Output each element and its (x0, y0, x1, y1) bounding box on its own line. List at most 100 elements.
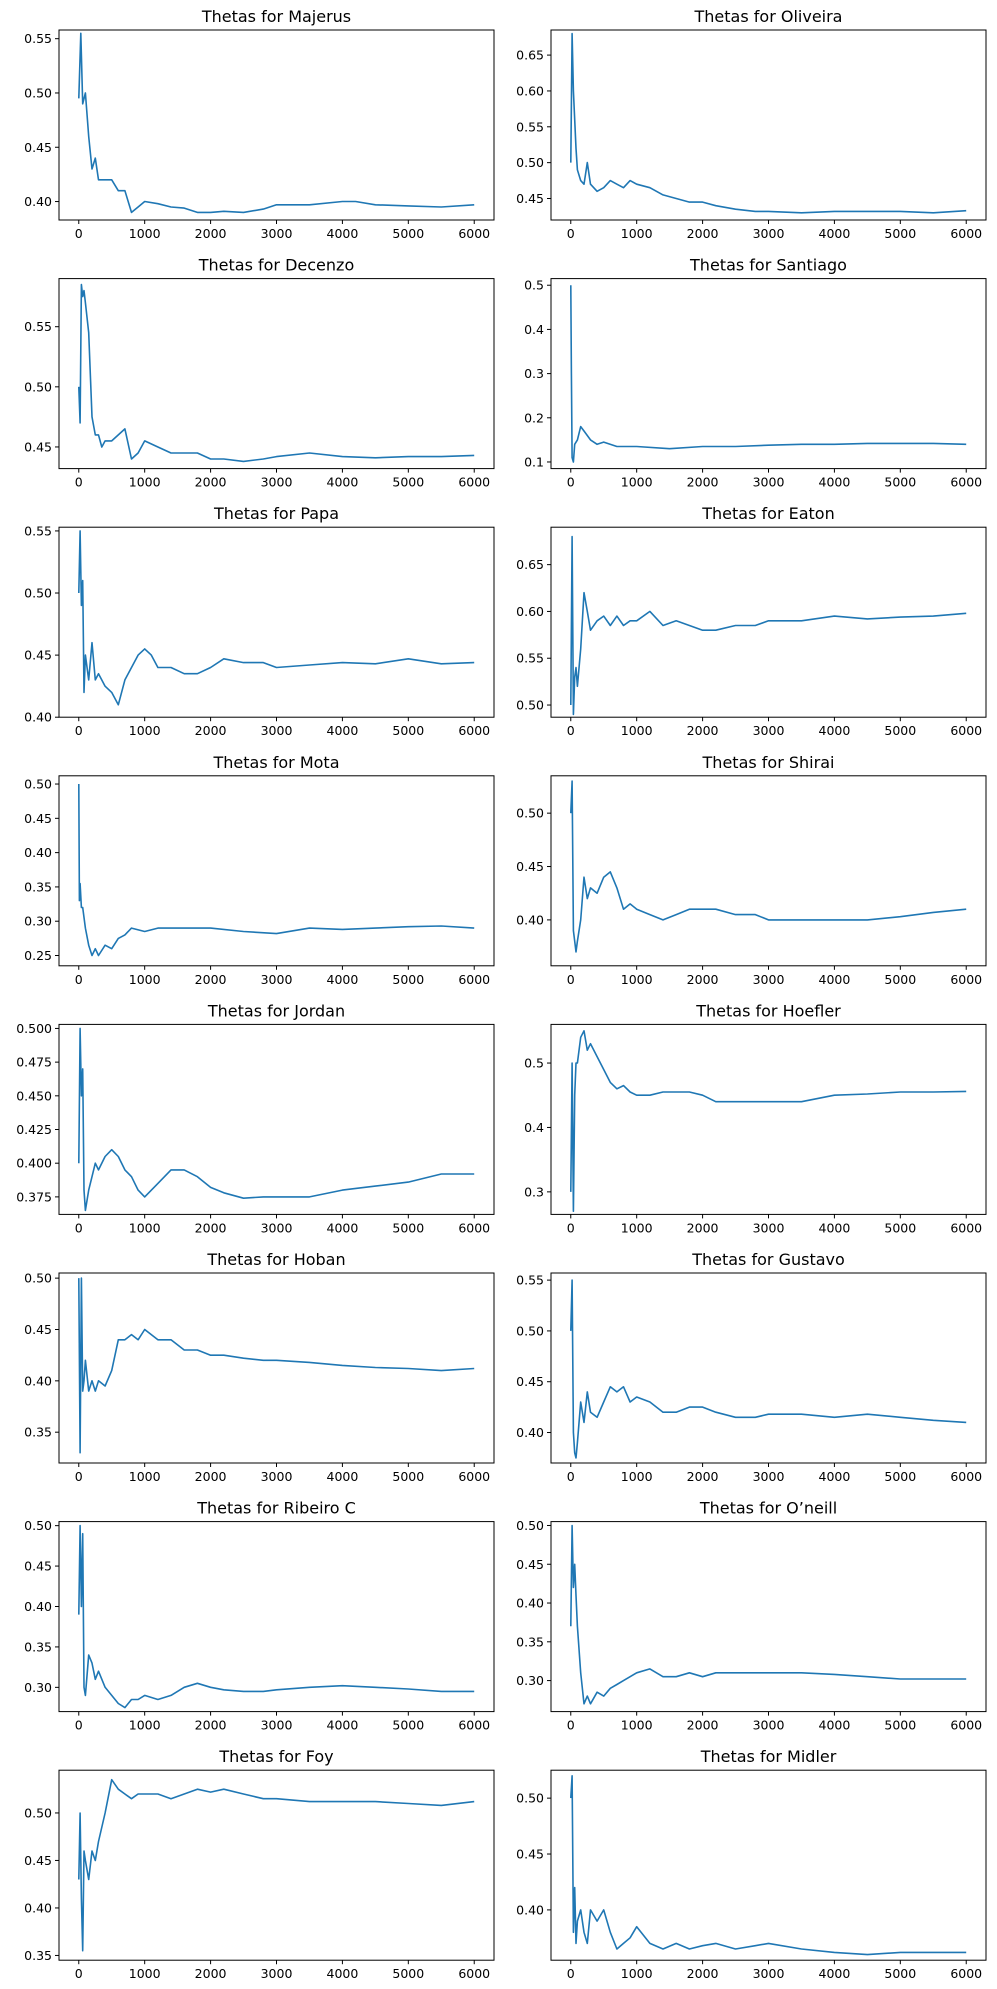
y-tick-label: 0.35 (516, 1634, 544, 1649)
x-tick-label: 1000 (621, 723, 653, 738)
x-tick-label: 4000 (819, 1469, 851, 1484)
x-tick-label: 3000 (261, 1966, 293, 1981)
x-tick-label: 2000 (195, 475, 227, 490)
x-tick-label: 4000 (327, 723, 359, 738)
x-tick-label: 1000 (621, 226, 653, 241)
x-tick-label: 3000 (261, 226, 293, 241)
y-tick-label: 0.40 (24, 194, 52, 209)
plot-frame (58, 1023, 495, 1215)
y-tick-label: 0.35 (24, 1639, 52, 1654)
x-tick-label: 0 (75, 1966, 83, 1981)
subplot-5: Thetas for Papa 0 1000 2000 3000 4000 5000 6000… (24, 504, 495, 738)
plot-frame (550, 29, 987, 221)
x-tick-label: 0 (567, 1718, 575, 1733)
x-tick-label: 4000 (819, 226, 851, 241)
x-tick-label: 1000 (129, 1220, 161, 1235)
x-tick-label: 0 (75, 1220, 83, 1235)
x-tick-label: 3000 (753, 723, 785, 738)
x-tick-label: 2000 (687, 1220, 719, 1235)
y-tick-label: 0.45 (516, 1374, 544, 1389)
x-tick-label: 2000 (687, 972, 719, 987)
series-line (570, 780, 967, 953)
x-tick-label: 4000 (819, 723, 851, 738)
plot-frame (550, 278, 987, 470)
y-tick-label: 0.30 (24, 1680, 52, 1695)
x-tick-label: 4000 (327, 972, 359, 987)
x-tick-label: 2000 (687, 723, 719, 738)
y-tick-label: 0.50 (24, 777, 52, 792)
x-tick-label: 6000 (950, 475, 982, 490)
y-tick-label: 0.30 (24, 914, 52, 929)
y-tick-label: 0.5 (524, 278, 544, 293)
plot-frame (550, 1272, 987, 1464)
chart-title: Thetas for Midler (700, 1747, 837, 1766)
x-tick-label: 1000 (621, 1220, 653, 1235)
x-tick-label: 3000 (753, 226, 785, 241)
x-tick-label: 5000 (884, 1718, 916, 1733)
x-tick-label: 1000 (129, 1966, 161, 1981)
series-line (78, 530, 475, 706)
subplot-3: Thetas for Decenzo 0 1000 2000 3000 4000 5000 6… (24, 256, 495, 490)
chart-title: Thetas for Gustavo (691, 1250, 845, 1269)
y-tick-label: 0.45 (24, 1853, 52, 1868)
y-tick-label: 0.2 (524, 410, 544, 425)
y-tick-label: 0.55 (24, 31, 52, 46)
subplot-13: Thetas for Ribeiro C 0 1000 2000 3000 4000 500… (24, 1499, 495, 1733)
series-line (570, 1030, 967, 1212)
subplot-2: Thetas for Oliveira 0 1000 2000 3000 4000 5000… (516, 7, 987, 241)
x-tick-label: 5000 (884, 1469, 916, 1484)
y-tick-label: 0.45 (516, 191, 544, 206)
y-tick-label: 0.40 (516, 1425, 544, 1440)
y-tick-label: 0.50 (24, 1518, 52, 1533)
x-tick-label: 0 (75, 972, 83, 987)
chart-title: Thetas for Hoban (206, 1250, 345, 1269)
x-tick-label: 0 (567, 475, 575, 490)
x-tick-label: 3000 (753, 475, 785, 490)
x-tick-label: 2000 (195, 1966, 227, 1981)
y-tick-label: 0.35 (24, 1948, 52, 1963)
y-tick-label: 0.50 (24, 1271, 52, 1286)
series-line (78, 1524, 475, 1709)
x-tick-label: 5000 (392, 1220, 424, 1235)
chart-title: Thetas for Papa (213, 504, 339, 523)
x-tick-label: 3000 (753, 1718, 785, 1733)
x-tick-label: 2000 (195, 972, 227, 987)
subplot-12: Thetas for Gustavo 0 1000 2000 3000 4000 5000 6… (516, 1250, 987, 1484)
y-tick-label: 0.4 (524, 322, 544, 337)
y-tick-label: 0.50 (516, 155, 544, 170)
y-tick-label: 0.35 (24, 879, 52, 894)
series-line (78, 283, 475, 463)
y-tick-label: 0.50 (516, 1323, 544, 1338)
subplot-9: Thetas for Jordan 0 1000 2000 3000 4000 5000 60… (16, 1001, 495, 1235)
y-tick-label: 0.65 (516, 48, 544, 63)
y-tick-label: 0.50 (516, 806, 544, 821)
x-tick-label: 4000 (327, 475, 359, 490)
x-tick-label: 1000 (129, 1718, 161, 1733)
x-tick-label: 0 (75, 1718, 83, 1733)
y-tick-label: 0.50 (516, 1791, 544, 1806)
subplot-1: Thetas for Majerus 0 1000 2000 3000 4000 5000 6… (24, 7, 495, 241)
x-tick-label: 5000 (392, 1469, 424, 1484)
x-tick-label: 4000 (819, 475, 851, 490)
y-tick-label: 0.45 (516, 1847, 544, 1862)
x-tick-label: 5000 (392, 1966, 424, 1981)
x-tick-label: 6000 (950, 1718, 982, 1733)
y-tick-label: 0.30 (516, 1673, 544, 1688)
x-tick-label: 5000 (392, 1718, 424, 1733)
plot-frame (550, 1521, 987, 1713)
y-tick-label: 0.40 (24, 710, 52, 725)
x-tick-label: 6000 (458, 226, 490, 241)
chart-title: Thetas for Majerus (201, 7, 351, 26)
chart-title: Thetas for Oliveira (694, 7, 843, 26)
y-tick-label: 0.65 (516, 557, 544, 572)
x-tick-label: 5000 (392, 226, 424, 241)
x-tick-label: 5000 (884, 723, 916, 738)
y-tick-label: 0.50 (24, 85, 52, 100)
y-tick-label: 0.45 (516, 859, 544, 874)
y-tick-label: 0.475 (16, 1055, 52, 1070)
x-tick-label: 2000 (195, 1718, 227, 1733)
y-tick-label: 0.40 (24, 1900, 52, 1915)
plot-frame (550, 775, 987, 967)
x-tick-label: 5000 (884, 1220, 916, 1235)
x-tick-label: 4000 (327, 1220, 359, 1235)
